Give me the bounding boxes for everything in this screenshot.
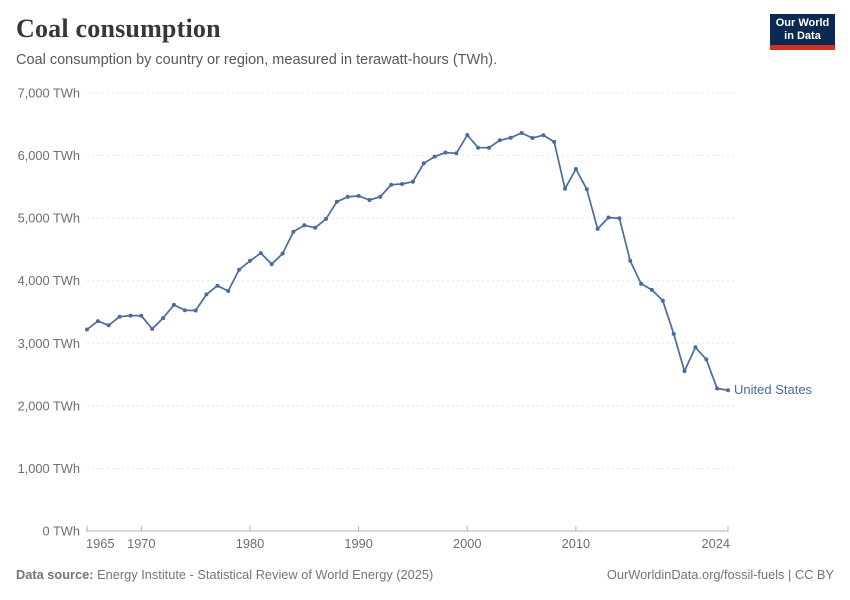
chart-footer: Data source: Energy Institute - Statisti… xyxy=(16,567,834,582)
data-point xyxy=(324,216,328,221)
data-point xyxy=(291,229,296,234)
data-point xyxy=(302,223,307,228)
data-point xyxy=(117,314,122,319)
data-point xyxy=(280,251,285,256)
data-point xyxy=(128,313,133,318)
data-point xyxy=(508,135,513,140)
data-point xyxy=(95,319,100,324)
page-title: Coal consumption xyxy=(16,14,221,43)
data-point xyxy=(237,267,242,272)
data-point xyxy=(726,388,730,393)
y-tick-label: 3,000 TWh xyxy=(18,336,80,351)
x-tick-label: 1990 xyxy=(344,536,372,551)
data-source-label: Data source: xyxy=(16,567,94,582)
x-tick-label: 1970 xyxy=(127,536,155,551)
series-label: United States xyxy=(734,382,813,397)
data-point xyxy=(606,215,611,220)
data-point xyxy=(106,323,111,328)
owid-logo: Our World in Data xyxy=(770,14,835,50)
owid-logo-line1: Our World xyxy=(775,16,830,29)
data-point xyxy=(563,186,567,191)
data-point xyxy=(628,258,633,263)
data-point xyxy=(617,216,622,221)
y-tick-label: 7,000 TWh xyxy=(18,86,80,101)
owid-logo-box: Our World in Data xyxy=(770,14,835,45)
owid-logo-line2: in Data xyxy=(784,29,821,42)
data-point xyxy=(573,167,578,171)
data-point xyxy=(432,154,437,159)
data-point xyxy=(356,193,361,198)
y-tick-label: 5,000 TWh xyxy=(18,211,80,226)
data-point xyxy=(584,187,589,192)
data-point xyxy=(193,308,198,313)
data-point xyxy=(334,199,339,204)
data-point xyxy=(182,308,187,313)
data-point xyxy=(443,150,448,155)
data-point xyxy=(215,283,220,288)
data-point xyxy=(454,151,459,156)
data-point xyxy=(367,198,372,202)
x-tick-label: 1965 xyxy=(86,536,114,551)
y-tick-label: 1,000 TWh xyxy=(18,461,80,476)
owid-logo-red-bar xyxy=(770,45,835,50)
data-point xyxy=(541,133,546,138)
data-point xyxy=(226,289,231,293)
x-tick-label: 2000 xyxy=(453,536,481,551)
y-tick-label: 4,000 TWh xyxy=(18,273,80,288)
y-tick-label: 6,000 TWh xyxy=(18,148,80,163)
data-point xyxy=(204,292,209,297)
credit-link: OurWorldinData.org/fossil-fuels | CC BY xyxy=(606,567,834,582)
data-point xyxy=(552,139,557,144)
x-tick-label: 2010 xyxy=(562,536,590,551)
data-point xyxy=(476,145,481,150)
data-source-text: Energy Institute - Statistical Review of… xyxy=(93,567,434,582)
y-tick-label: 0 TWh xyxy=(43,524,80,539)
data-point xyxy=(519,131,524,135)
data-source-note: Data source: Energy Institute - Statisti… xyxy=(16,567,433,582)
x-tick-label: 2024 xyxy=(702,536,730,551)
x-tick-label: 1980 xyxy=(236,536,264,551)
data-point xyxy=(530,136,535,140)
data-point xyxy=(715,386,720,391)
data-point xyxy=(85,327,89,332)
data-point xyxy=(410,179,415,184)
data-point xyxy=(595,226,600,231)
data-point xyxy=(313,225,318,230)
data-point xyxy=(139,313,144,318)
data-point xyxy=(465,133,470,137)
data-point xyxy=(660,298,665,303)
data-point xyxy=(649,287,654,292)
chart-subtitle: Coal consumption by country or region, m… xyxy=(16,52,498,68)
data-point xyxy=(248,258,252,263)
data-point xyxy=(421,161,426,166)
data-point xyxy=(389,182,394,187)
data-point xyxy=(400,182,405,186)
data-point xyxy=(704,357,709,362)
data-point xyxy=(150,326,155,331)
data-point xyxy=(161,316,166,321)
data-point xyxy=(639,281,644,286)
data-point xyxy=(671,331,676,336)
data-point xyxy=(682,369,687,374)
data-point xyxy=(269,262,274,267)
data-point xyxy=(693,345,698,350)
data-point xyxy=(345,194,350,199)
data-point xyxy=(487,145,491,150)
y-tick-label: 2,000 TWh xyxy=(18,398,80,413)
data-point xyxy=(378,194,383,199)
data-point xyxy=(497,138,502,143)
data-point xyxy=(171,302,176,307)
data-point xyxy=(258,251,263,256)
